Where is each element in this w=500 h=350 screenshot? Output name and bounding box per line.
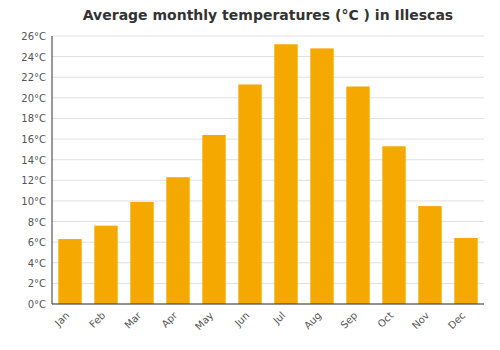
y-axis: 0°C 2°C 4°C 6°C 8°C 10°C 12°C 14°C 16°C 18°C 20°C 2…: [21, 31, 46, 310]
y-tick-label: 14°C: [21, 155, 46, 166]
x-tick-label: May: [193, 310, 215, 332]
grid-line: [52, 200, 484, 201]
x-tick-label: Oct: [375, 310, 395, 330]
y-tick-label: 8°C: [28, 217, 46, 228]
grid-line: [52, 304, 484, 305]
x-tick-label: Aug: [302, 310, 324, 332]
bar: [202, 135, 225, 304]
bar: [382, 146, 405, 304]
bars: [58, 44, 477, 304]
bar: [310, 48, 333, 304]
grid-line: [52, 56, 484, 57]
bar: [238, 84, 261, 304]
x-axis: Jan Feb Mar Apr May Jun Jul Aug Sep Oct Nov Dec: [52, 309, 467, 332]
x-tick-label: Sep: [338, 310, 359, 331]
bar: [454, 238, 477, 304]
x-tick-label: Mar: [122, 309, 144, 331]
y-tick-label: 10°C: [21, 196, 46, 207]
bar: [346, 87, 369, 304]
grid-line: [52, 118, 484, 119]
y-tick-label: 6°C: [28, 237, 46, 248]
y-tick-label: 12°C: [21, 175, 46, 186]
x-tick-label: Dec: [446, 310, 467, 331]
grid-line: [52, 36, 484, 37]
x-tick-label: Apr: [159, 309, 180, 330]
y-tick-label: 22°C: [21, 72, 46, 83]
y-tick-label: 16°C: [21, 134, 46, 145]
grid: [52, 36, 484, 304]
y-tick-label: 2°C: [28, 278, 46, 289]
y-tick-label: 24°C: [21, 52, 46, 63]
x-tick-label: Nov: [410, 310, 432, 332]
chart-title: Average monthly temperatures (°C ) in Il…: [83, 7, 453, 23]
x-axis-line: [52, 304, 484, 305]
bar: [130, 202, 153, 304]
bar: [418, 206, 441, 304]
grid-line: [52, 97, 484, 98]
y-tick-label: 0°C: [28, 299, 46, 310]
chart-svg: Average monthly temperatures (°C ) in Il…: [0, 0, 500, 350]
bar: [58, 239, 81, 304]
grid-line: [52, 139, 484, 140]
x-tick-label: Jun: [232, 310, 252, 330]
y-tick-label: 4°C: [28, 258, 46, 269]
x-tick-label: Jul: [270, 310, 287, 327]
x-tick-label: Feb: [87, 310, 107, 330]
y-tick-label: 20°C: [21, 93, 46, 104]
bar: [274, 44, 297, 304]
bar: [166, 177, 189, 304]
grid-line: [52, 159, 484, 160]
grid-line: [52, 180, 484, 181]
y-tick-label: 18°C: [21, 113, 46, 124]
grid-line: [52, 77, 484, 78]
bar: [94, 226, 117, 304]
y-axis-line: [52, 36, 53, 304]
y-tick-label: 26°C: [21, 31, 46, 42]
chart-container: Average monthly temperatures (°C ) in Il…: [0, 0, 500, 350]
x-tick-label: Jan: [52, 310, 71, 329]
